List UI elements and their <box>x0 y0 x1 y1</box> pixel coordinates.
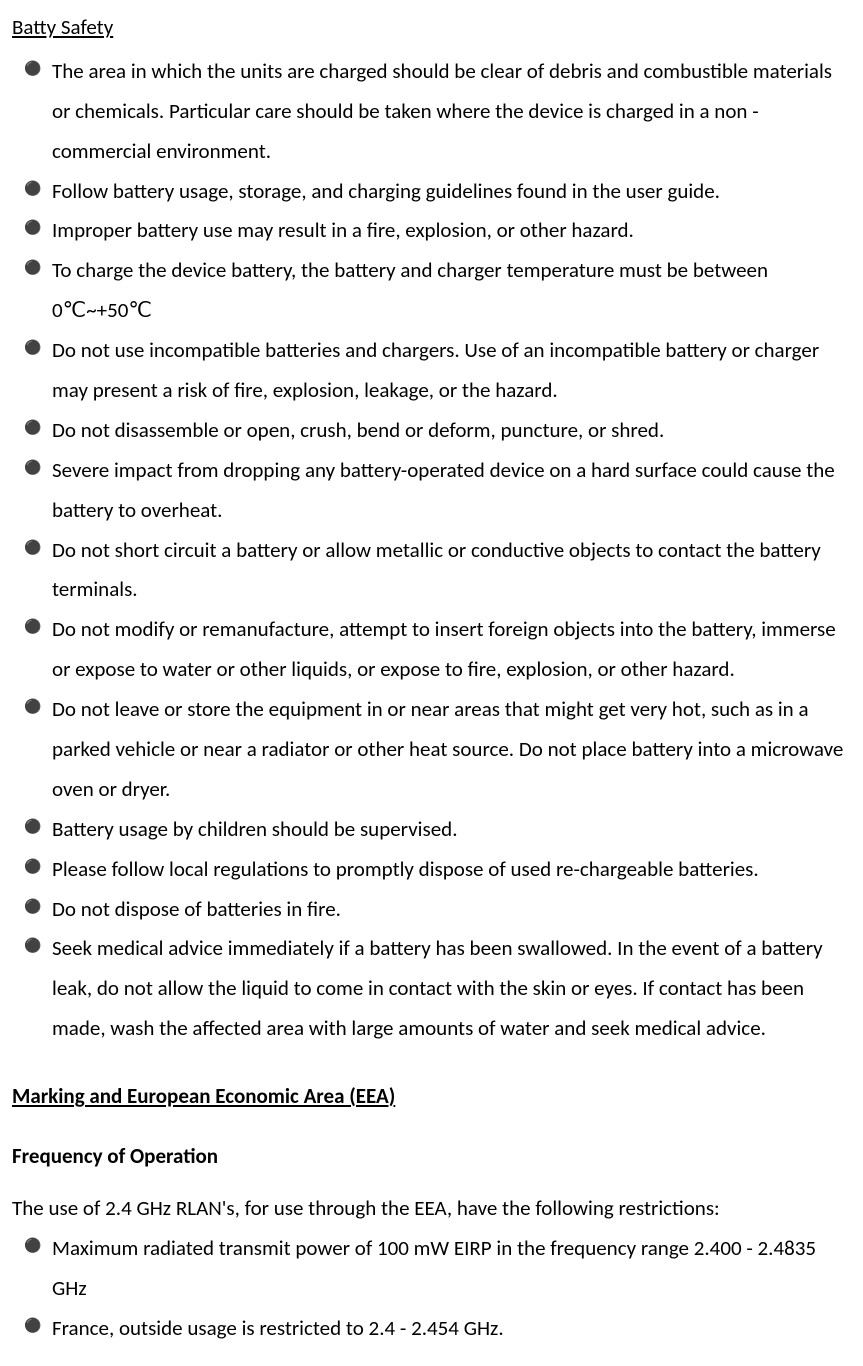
list-item-text: Severe impact from dropping any battery-… <box>52 451 851 531</box>
heading-eea: Marking and European Economic Area (EEA) <box>12 1077 851 1117</box>
list-item-text: Maximum radiated transmit power of 100 m… <box>52 1229 851 1309</box>
list-item: ⚫Do not dispose of batteries in fire. <box>12 890 851 930</box>
list-item-text: The area in which the units are charged … <box>52 52 851 172</box>
bullet-icon: ⚫ <box>24 610 52 644</box>
list-item-text: Please follow local regulations to promp… <box>52 850 851 890</box>
bullet-icon: ⚫ <box>24 810 52 844</box>
list-item-text: France, outside usage is restricted to 2… <box>52 1309 851 1349</box>
list-item-text: Do not dispose of batteries in fire. <box>52 890 851 930</box>
list-item-text: Battery usage by children should be supe… <box>52 810 851 850</box>
battery-safety-list: ⚫The area in which the units are charged… <box>12 52 851 1049</box>
bullet-icon: ⚫ <box>24 172 52 206</box>
list-item-text: Do not leave or store the equipment in o… <box>52 690 851 810</box>
bullet-icon: ⚫ <box>24 251 52 285</box>
heading-battery-safety: Batty Safety <box>12 8 851 48</box>
bullet-icon: ⚫ <box>24 52 52 86</box>
section-eea: Marking and European Economic Area (EEA)… <box>12 1077 851 1348</box>
subheading-frequency: Frequency of Operation <box>12 1137 851 1177</box>
list-item: ⚫Improper battery use may result in a fi… <box>12 211 851 251</box>
list-item: ⚫Do not leave or store the equipment in … <box>12 690 851 810</box>
bullet-icon: ⚫ <box>24 211 52 245</box>
bullet-icon: ⚫ <box>24 850 52 884</box>
bullet-icon: ⚫ <box>24 929 52 963</box>
list-item: ⚫Maximum radiated transmit power of 100 … <box>12 1229 851 1309</box>
list-item: ⚫Do not disassemble or open, crush, bend… <box>12 411 851 451</box>
list-item: ⚫Severe impact from dropping any battery… <box>12 451 851 531</box>
list-item: ⚫Follow battery usage, storage, and char… <box>12 172 851 212</box>
list-item: ⚫France, outside usage is restricted to … <box>12 1309 851 1349</box>
bullet-icon: ⚫ <box>24 890 52 924</box>
list-item: ⚫Do not modify or remanufacture, attempt… <box>12 610 851 690</box>
list-item: ⚫Please follow local regulations to prom… <box>12 850 851 890</box>
bullet-icon: ⚫ <box>24 531 52 565</box>
eea-list: ⚫Maximum radiated transmit power of 100 … <box>12 1229 851 1349</box>
bullet-icon: ⚫ <box>24 690 52 724</box>
list-item: ⚫Do not short circuit a battery or allow… <box>12 531 851 611</box>
bullet-icon: ⚫ <box>24 1309 52 1343</box>
list-item: ⚫To charge the device battery, the batte… <box>12 251 851 331</box>
list-item: ⚫The area in which the units are charged… <box>12 52 851 172</box>
bullet-icon: ⚫ <box>24 331 52 365</box>
intro-text: The use of 2.4 GHz RLAN's, for use throu… <box>12 1189 851 1229</box>
list-item-text: To charge the device battery, the batter… <box>52 251 851 331</box>
bullet-icon: ⚫ <box>24 411 52 445</box>
list-item-text: Do not short circuit a battery or allow … <box>52 531 851 611</box>
list-item-text: Seek medical advice immediately if a bat… <box>52 929 851 1049</box>
list-item: ⚫Do not use incompatible batteries and c… <box>12 331 851 411</box>
list-item: ⚫Seek medical advice immediately if a ba… <box>12 929 851 1049</box>
list-item-text: Do not disassemble or open, crush, bend … <box>52 411 851 451</box>
list-item-text: Improper battery use may result in a fir… <box>52 211 851 251</box>
bullet-icon: ⚫ <box>24 1229 52 1263</box>
list-item-text: Follow battery usage, storage, and charg… <box>52 172 851 212</box>
bullet-icon: ⚫ <box>24 451 52 485</box>
section-battery-safety: Batty Safety ⚫The area in which the unit… <box>12 8 851 1049</box>
list-item-text: Do not modify or remanufacture, attempt … <box>52 610 851 690</box>
list-item: ⚫Battery usage by children should be sup… <box>12 810 851 850</box>
list-item-text: Do not use incompatible batteries and ch… <box>52 331 851 411</box>
